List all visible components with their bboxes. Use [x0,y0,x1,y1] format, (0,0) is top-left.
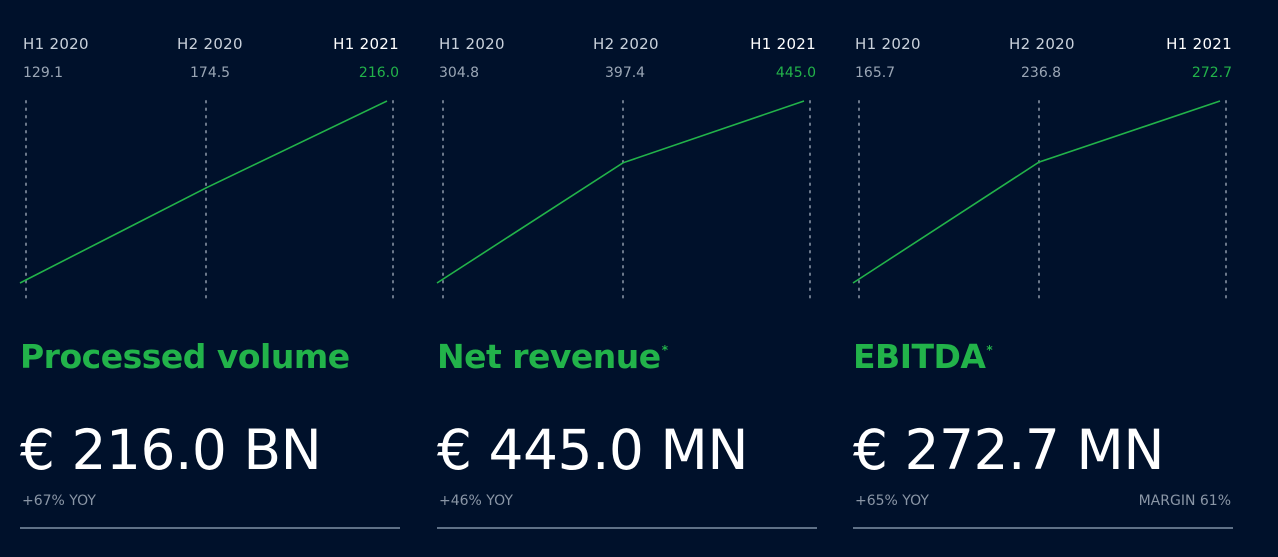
category-label: H2 2020 [1009,35,1075,53]
series-line [19,100,388,284]
headline-value: € 272.7 MN [853,418,1165,482]
kpi-panel-processed-volume: H1 2020 H2 2020 H1 2021 129.1 174.5 216.… [19,0,400,557]
category-label: H1 2021 [750,35,816,53]
metric-title-text: EBITDA [853,337,986,376]
category-label: H1 2020 [23,35,89,53]
value-label: 129.1 [23,65,64,81]
value-label: 216.0 [358,65,399,81]
category-label: H2 2020 [593,35,659,53]
metric-title: EBITDA* [853,337,993,376]
value-label: 272.7 [1191,65,1232,81]
divider [20,527,400,529]
metric-title-text: Processed volume [20,337,350,376]
metric-title-text: Net revenue [437,337,661,376]
line-chart [19,100,394,303]
divider [437,527,817,529]
category-label: H2 2020 [177,35,243,53]
series-line [436,100,805,284]
category-label: H1 2021 [1166,35,1232,53]
kpi-panel-net-revenue: H1 2020 H2 2020 H1 2021 304.8 397.4 445.… [436,0,817,557]
value-label: 174.5 [190,65,231,81]
metric-title: Net revenue* [437,337,668,376]
value-label: 304.8 [439,65,480,81]
category-label: H1 2021 [333,35,399,53]
value-label: 397.4 [605,65,646,81]
kpi-panel-ebitda: H1 2020 H2 2020 H1 2021 165.7 236.8 272.… [852,0,1233,557]
headline-value: € 445.0 MN [437,418,749,482]
category-label: H1 2020 [439,35,505,53]
value-label: 445.0 [775,65,816,81]
line-chart [436,100,811,303]
series-line [852,100,1221,284]
value-label: 236.8 [1021,65,1062,81]
divider [853,527,1233,529]
yoy-change: +65% YOY [855,493,929,509]
yoy-change: +67% YOY [22,493,96,509]
value-label: 165.7 [855,65,896,81]
footnote-marker: * [986,343,993,357]
margin-label: MARGIN 61% [1138,493,1231,509]
footnote-marker: * [661,343,668,357]
headline-value: € 216.0 BN [20,418,322,482]
line-chart [852,100,1227,303]
yoy-change: +46% YOY [439,493,513,509]
metric-title: Processed volume [20,337,351,376]
category-label: H1 2020 [855,35,921,53]
